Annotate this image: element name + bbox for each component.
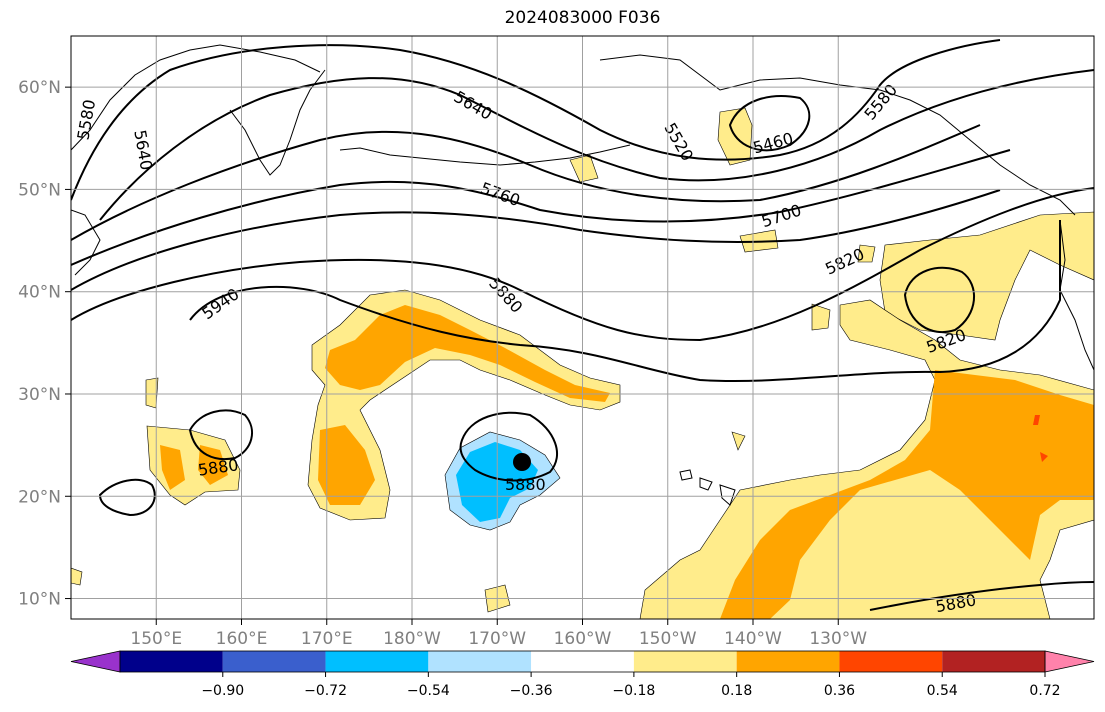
contour-low-east [903, 266, 976, 333]
contour-high-center [459, 411, 559, 482]
contour-5700 [71, 124, 981, 241]
contour-5760 [71, 149, 1011, 266]
colorbar-tick-label: −0.90 [201, 683, 244, 699]
colorbar-segment [839, 651, 943, 672]
contour-5940 [189, 220, 1061, 383]
lat-tick-label: 30°N [18, 385, 61, 405]
lat-tick-label: 60°N [18, 78, 61, 98]
lon-tick-label: 170°W [468, 629, 526, 649]
colorbar-tick-label: 0.36 [824, 683, 855, 699]
shade-east-red [1033, 415, 1048, 462]
lat-tick-label: 20°N [18, 487, 61, 507]
lon-tick-label: 130°W [809, 629, 867, 649]
lat-tick-label: 40°N [18, 283, 61, 303]
colorbar-segment [633, 651, 737, 672]
colorbar-tick-label: −0.36 [510, 683, 553, 699]
coast-kamchatka [229, 69, 326, 176]
colorbar-segment [428, 651, 532, 672]
lon-tick-label: 160°E [216, 629, 268, 649]
shade-east-core [720, 370, 1094, 619]
coast-hawaii [679, 469, 736, 506]
colorbar-tick-label: 0.18 [721, 683, 752, 699]
contour-5580 [71, 39, 1001, 201]
contour-5640 [99, 69, 1094, 221]
contour-high-west2 [98, 478, 156, 517]
colorbar-segment [120, 651, 223, 672]
colorbar-tick-label: −0.18 [612, 683, 655, 699]
colorbar-segment [736, 651, 840, 672]
colorbar-tick-label: 0.72 [1029, 683, 1060, 699]
colorbar-tick-label: −0.54 [407, 683, 450, 699]
contour-5880-south [869, 581, 1094, 611]
colorbar-tick-label: 0.54 [927, 683, 958, 699]
coast-asia [71, 44, 321, 276]
lat-tick-label: 10°N [18, 590, 61, 610]
colorbar-extend-max [1044, 650, 1095, 673]
colorbar-segment [531, 651, 634, 672]
contour-5880 [71, 187, 1094, 342]
lon-tick-label: 170°E [301, 629, 353, 649]
lon-tick-label: 160°W [554, 629, 612, 649]
colorbar-outline [119, 650, 1046, 673]
lon-tick-label: 180°W [383, 629, 441, 649]
contour-label: 5880 [505, 475, 546, 494]
contour-5820 [71, 189, 1001, 291]
colorbar-segment [222, 651, 326, 672]
shade-arc-core [318, 305, 610, 505]
colorbar-segment [325, 651, 429, 672]
lon-tick-label: 140°W [724, 629, 782, 649]
graticule [71, 36, 1094, 619]
storm-center-marker [513, 453, 531, 471]
contour-5460 [728, 95, 811, 152]
colorbar-tick-label: −0.72 [304, 683, 347, 699]
coast-na-west [1059, 219, 1094, 371]
lon-tick-label: 150°E [130, 629, 182, 649]
axis-ticks: 150°E 160°E 170°E 180°W 170°W 160°W 150°W 140°W… [18, 78, 867, 649]
lat-tick-label: 50°N [18, 180, 61, 200]
colorbar-extend-min [70, 650, 121, 673]
contour-layer [71, 39, 1094, 611]
contour-high-west [188, 409, 254, 460]
map-frame [70, 35, 1095, 620]
shade-alaska [569, 107, 876, 331]
colorbar-segment [942, 651, 1045, 672]
colorbar: −0.90 −0.72 −0.54 −0.36 −0.18 0.18 0.36 0.54 0.7… [70, 650, 1095, 699]
map-title: 2024083000 F036 [504, 8, 661, 28]
lon-tick-label: 150°W [639, 629, 697, 649]
